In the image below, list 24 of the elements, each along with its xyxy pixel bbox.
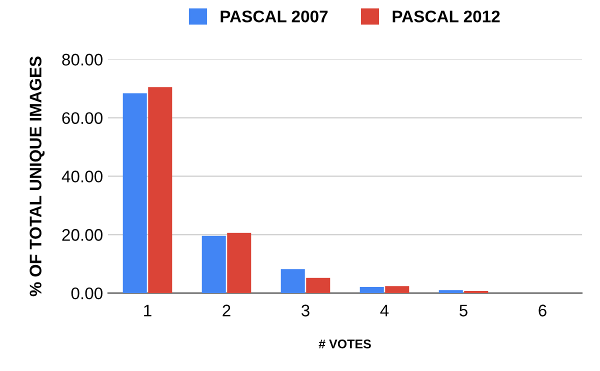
y-tick-label: 40.00 <box>62 170 102 182</box>
y-tick-label: 80.00 <box>62 54 102 66</box>
legend-label: PASCAL 2007 <box>220 10 328 22</box>
bar <box>122 93 147 294</box>
x-tick-label: 5 <box>460 304 468 316</box>
y-axis-title: % OF TOTAL UNIQUE IMAGES <box>30 56 45 296</box>
y-tick-label: 60.00 <box>62 112 102 124</box>
x-axis-title: # VOTES <box>318 340 371 348</box>
x-tick-label: 4 <box>380 304 389 316</box>
x-tick-label: 6 <box>538 304 546 316</box>
x-tick-label: 2 <box>222 304 230 316</box>
y-tick-label: 20.00 <box>62 229 102 241</box>
bar <box>202 236 226 294</box>
bar <box>385 286 410 294</box>
bar <box>438 290 463 294</box>
x-tick-label: 1 <box>144 304 152 316</box>
bar <box>227 232 252 294</box>
y-tick-label: 0.00 <box>71 287 102 300</box>
x-tick-label: 3 <box>302 304 310 316</box>
bar <box>360 286 384 294</box>
bar <box>148 87 172 294</box>
bar <box>306 278 330 294</box>
bar <box>280 269 305 294</box>
legend-label: PASCAL 2012 <box>392 10 500 22</box>
